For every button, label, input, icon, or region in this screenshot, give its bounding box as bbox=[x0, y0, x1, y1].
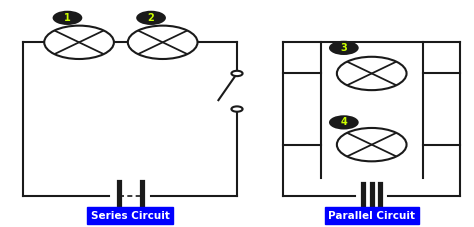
Circle shape bbox=[329, 41, 359, 55]
Circle shape bbox=[337, 128, 407, 161]
Circle shape bbox=[337, 57, 407, 90]
Circle shape bbox=[53, 11, 82, 25]
Text: 4: 4 bbox=[340, 117, 347, 127]
Circle shape bbox=[136, 11, 166, 25]
Text: 1: 1 bbox=[64, 13, 71, 23]
Text: Parallel Circuit: Parallel Circuit bbox=[328, 211, 415, 221]
Circle shape bbox=[231, 106, 243, 112]
Text: 2: 2 bbox=[148, 13, 155, 23]
Circle shape bbox=[231, 71, 243, 76]
Text: Series Circuit: Series Circuit bbox=[91, 211, 170, 221]
Circle shape bbox=[44, 26, 114, 59]
Text: 3: 3 bbox=[340, 43, 347, 53]
Circle shape bbox=[128, 26, 198, 59]
Circle shape bbox=[329, 115, 359, 130]
